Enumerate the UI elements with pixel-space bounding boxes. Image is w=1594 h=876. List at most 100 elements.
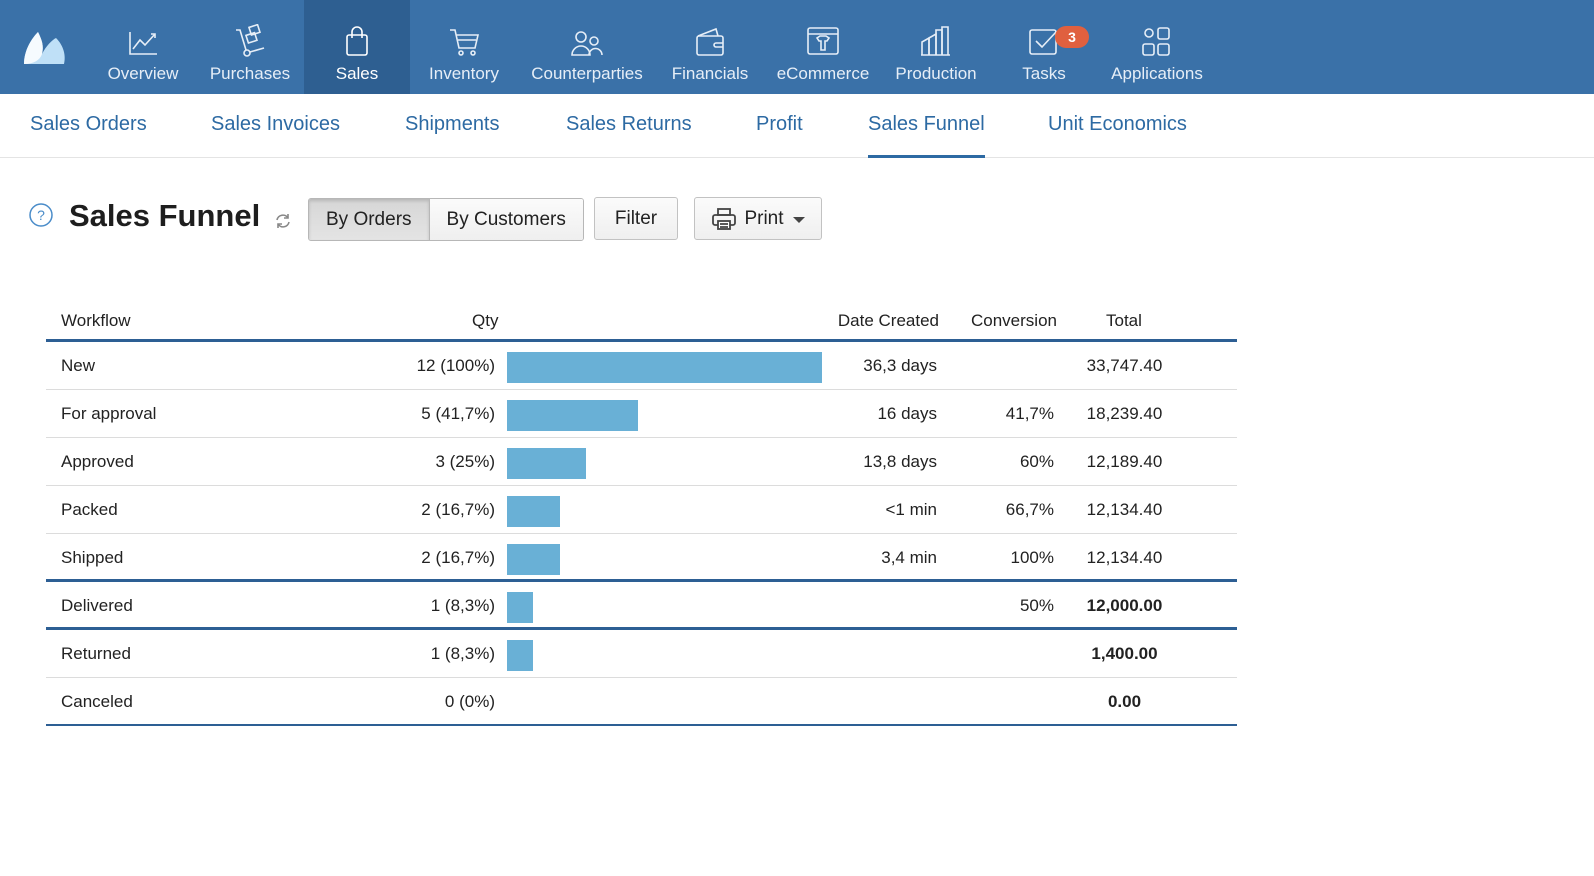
date-created-cell: 3,4 min — [881, 548, 937, 567]
refresh-icon[interactable] — [274, 212, 292, 230]
date-created-cell: 36,3 days — [863, 356, 937, 375]
workflow-cell: Canceled — [61, 692, 133, 711]
nav-applications[interactable]: Applications — [1104, 0, 1210, 94]
table-body: New 12 (100%) 36,3 days 33,747.40 For approv… — [46, 342, 1237, 726]
nav-production[interactable]: Production — [890, 0, 982, 94]
tasks-count-badge: 3 — [1055, 26, 1089, 48]
conversion-cell: 41,7% — [1005, 404, 1054, 423]
column-header-conversion: Conversion — [971, 311, 1057, 330]
qty-cell: 2 (16,7%) — [421, 500, 495, 519]
by-customers-button[interactable]: By Customers — [429, 199, 583, 240]
table-row[interactable]: For approval 5 (41,7%) 16 days 41,7% 18,239.… — [46, 390, 1237, 438]
workflow-cell: Packed — [61, 500, 118, 519]
total-cell: 18,239.40 — [1086, 404, 1163, 423]
nav-inventory[interactable]: Inventory — [415, 0, 513, 94]
table-row[interactable]: Returned 1 (8,3%) 1,400.00 — [46, 630, 1237, 678]
hand-truck-icon — [236, 24, 265, 57]
funnel-bar — [507, 640, 533, 671]
wallet-icon — [696, 27, 724, 56]
svg-text:?: ? — [37, 207, 45, 223]
table-row[interactable]: Canceled 0 (0%) 0.00 — [46, 678, 1237, 726]
nav-counterparties-label: Counterparties — [531, 64, 643, 83]
total-cell: 12,134.40 — [1086, 548, 1163, 567]
subnav-sales-returns[interactable]: Sales Returns — [566, 113, 692, 135]
column-header-date-created: Date Created — [837, 311, 939, 330]
subnav-sales-invoices[interactable]: Sales Invoices — [211, 113, 340, 135]
date-created-cell: 16 days — [877, 404, 937, 423]
subnav-shipments[interactable]: Shipments — [405, 113, 500, 135]
nav-inventory-label: Inventory — [429, 64, 499, 83]
nav-sales[interactable]: Sales — [304, 0, 410, 94]
cart-icon — [450, 29, 480, 56]
nav-ecommerce[interactable]: eCommerce — [771, 0, 875, 94]
funnel-bar — [507, 400, 638, 431]
storefront-icon — [807, 27, 839, 55]
app-logo-icon[interactable] — [22, 28, 68, 68]
table-row[interactable]: New 12 (100%) 36,3 days 33,747.40 — [46, 342, 1237, 390]
subnav-profit[interactable]: Profit — [756, 113, 803, 135]
apps-grid-icon — [1142, 27, 1170, 56]
workflow-cell: New — [61, 356, 96, 375]
table-header: Workflow Qty Date Created Conversion Tot… — [46, 298, 1237, 342]
filter-button[interactable]: Filter — [594, 197, 678, 240]
page-title: Sales Funnel — [69, 198, 261, 233]
help-icon[interactable]: ? — [29, 203, 53, 227]
conversion-cell: 60% — [1019, 452, 1054, 471]
by-orders-button[interactable]: By Orders — [309, 199, 429, 240]
table-row[interactable]: Approved 3 (25%) 13,8 days 60% 12,189.40 — [46, 438, 1237, 486]
date-created-cell: <1 min — [885, 500, 938, 519]
conversion-cell: 66,7% — [1005, 500, 1054, 519]
nav-purchases[interactable]: Purchases — [199, 0, 301, 94]
top-nav-bar: Overview Purchases Sales Inventory Count… — [0, 0, 1594, 94]
funnel-bar — [507, 544, 560, 575]
conversion-cell: 100% — [1010, 548, 1054, 567]
column-header-qty: Qty — [472, 311, 499, 330]
total-cell: 12,189.40 — [1086, 452, 1163, 471]
nav-purchases-label: Purchases — [209, 64, 291, 83]
funnel-bar — [507, 496, 560, 527]
qty-cell: 0 (0%) — [444, 692, 495, 711]
qty-cell: 1 (8,3%) — [430, 644, 495, 663]
subnav-unit-economics[interactable]: Unit Economics — [1048, 113, 1187, 135]
people-icon — [571, 31, 603, 56]
funnel-bar — [507, 352, 822, 383]
print-button-label: Print — [744, 208, 784, 229]
table-row[interactable]: Packed 2 (16,7%) <1 min 66,7% 12,134.40 — [46, 486, 1237, 534]
nav-applications-label: Applications — [1111, 64, 1203, 83]
factory-icon — [921, 26, 950, 56]
subnav-sales-funnel[interactable]: Sales Funnel — [868, 94, 985, 158]
shopping-bag-icon — [346, 26, 368, 56]
nav-financials-label: Financials — [671, 64, 749, 83]
nav-overview[interactable]: Overview — [93, 0, 193, 94]
column-header-total: Total — [1106, 311, 1142, 330]
nav-financials[interactable]: Financials — [665, 0, 755, 94]
nav-counterparties[interactable]: Counterparties — [526, 0, 648, 94]
nav-overview-label: Overview — [107, 64, 179, 83]
nav-tasks-label: Tasks — [1022, 64, 1066, 83]
funnel-bar — [507, 592, 533, 623]
total-cell: 12,000.00 — [1086, 596, 1163, 615]
view-toggle: By Orders By Customers — [308, 198, 584, 241]
workflow-cell: Shipped — [61, 548, 124, 567]
qty-cell: 12 (100%) — [416, 356, 495, 375]
total-cell: 0.00 — [1107, 692, 1142, 711]
sales-funnel-table: Workflow Qty Date Created Conversion Tot… — [46, 298, 1237, 726]
toggle-divider — [428, 199, 430, 240]
sub-nav-bar: Sales Orders Sales Invoices Shipments Sa… — [0, 94, 1594, 158]
total-cell: 33,747.40 — [1086, 356, 1163, 375]
filter-button-label: Filter — [614, 208, 658, 229]
table-row[interactable]: Delivered 1 (8,3%) 50% 12,000.00 — [46, 582, 1237, 630]
funnel-bar — [507, 448, 586, 479]
column-header-workflow: Workflow — [61, 311, 131, 330]
table-row[interactable]: Shipped 2 (16,7%) 3,4 min 100% 12,134.40 — [46, 534, 1237, 582]
print-button[interactable]: Print — [694, 197, 822, 240]
subnav-sales-orders[interactable]: Sales Orders — [30, 113, 147, 135]
chevron-down-icon — [792, 216, 805, 223]
nav-sales-label: Sales — [335, 64, 379, 83]
nav-production-label: Production — [895, 64, 977, 83]
workflow-cell: For approval — [61, 404, 157, 423]
chart-line-icon — [129, 32, 157, 55]
qty-cell: 1 (8,3%) — [430, 596, 495, 615]
total-cell: 12,134.40 — [1086, 500, 1163, 519]
qty-cell: 5 (41,7%) — [421, 404, 495, 423]
